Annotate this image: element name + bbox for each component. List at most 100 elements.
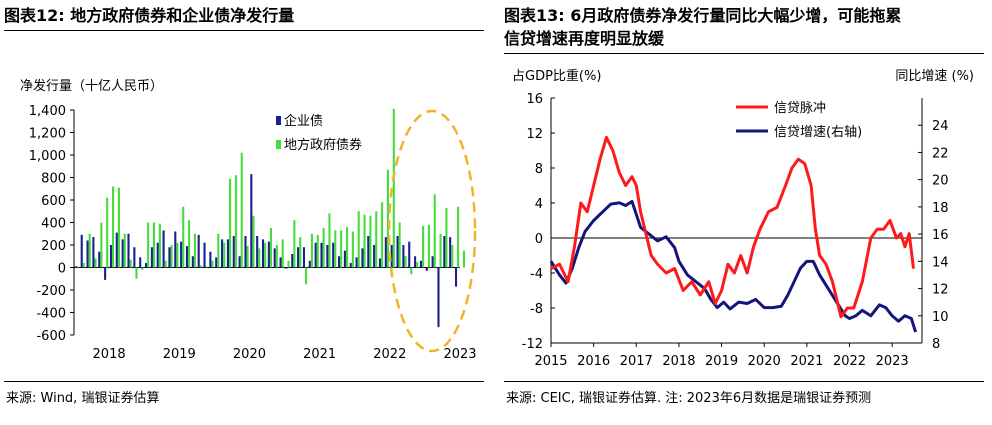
bar-local-gov bbox=[193, 233, 196, 268]
bar-corporate bbox=[373, 245, 376, 268]
bar-local-gov bbox=[188, 220, 191, 268]
bar-corporate bbox=[454, 267, 458, 287]
bar-local-gov bbox=[211, 260, 214, 268]
bar-local-gov bbox=[100, 222, 103, 268]
bar-local-gov bbox=[252, 215, 255, 268]
bar-local-gov bbox=[334, 230, 337, 268]
bar-corporate bbox=[139, 257, 142, 268]
bar-local-gov bbox=[299, 237, 302, 268]
bar-local-gov bbox=[398, 222, 401, 268]
bar-local-gov bbox=[363, 214, 366, 268]
bar-corporate bbox=[320, 242, 323, 268]
bar-corporate bbox=[349, 263, 352, 268]
legend-label-corporate: 企业债 bbox=[284, 113, 323, 129]
bar-corporate bbox=[285, 267, 288, 269]
bar-corporate bbox=[273, 248, 276, 268]
bar-corporate bbox=[197, 234, 200, 268]
bar-corporate bbox=[104, 267, 107, 280]
bar-corporate bbox=[221, 239, 224, 268]
bar-corporate bbox=[437, 267, 440, 328]
left-bar-chart: 净发行量（十亿人民币） -600 -400 -200 0 200 400 600 800 1,00… bbox=[20, 78, 477, 362]
right-tick-label: 10 bbox=[932, 310, 949, 325]
bar-corporate bbox=[86, 240, 89, 268]
bar-local-gov bbox=[182, 206, 185, 268]
bar-local-gov bbox=[199, 265, 202, 268]
bar-corporate bbox=[419, 260, 422, 268]
x-tick-label: 2020 bbox=[233, 347, 266, 362]
bar-local-gov bbox=[258, 248, 261, 268]
left-axis-label: 占GDP比重(%) bbox=[512, 68, 601, 84]
left-source-note: 来源: Wind, 瑞银证券估算 bbox=[6, 391, 160, 406]
legend-label-credit-growth: 信贷增速(右轴) bbox=[774, 125, 862, 140]
bar-corporate bbox=[180, 241, 183, 268]
bar-corporate bbox=[174, 231, 177, 268]
bar-corporate bbox=[244, 236, 247, 268]
bar-local-gov bbox=[135, 267, 138, 279]
right-tick-label: 18 bbox=[932, 201, 949, 216]
bar-local-gov bbox=[264, 242, 267, 268]
bar-corporate bbox=[449, 237, 452, 268]
bar-corporate bbox=[215, 257, 218, 268]
bar-local-gov bbox=[392, 108, 395, 268]
y-tick-label: -400 bbox=[36, 307, 66, 322]
bar-local-gov bbox=[305, 267, 308, 285]
bar-corporate bbox=[425, 267, 428, 271]
bar-local-gov bbox=[322, 228, 325, 268]
bar-local-gov bbox=[123, 233, 126, 268]
bar-local-gov bbox=[147, 222, 150, 268]
bar-corporate bbox=[121, 239, 124, 268]
bar-local-gov bbox=[457, 206, 460, 268]
line-credit-impulse bbox=[550, 135, 915, 319]
bar-local-gov bbox=[416, 261, 419, 268]
bar-corporate bbox=[396, 236, 399, 268]
y-axis-label: 净发行量（十亿人民币） bbox=[20, 78, 163, 94]
bar-corporate bbox=[408, 241, 411, 268]
right-footer-rule bbox=[504, 381, 984, 382]
bar-local-gov bbox=[82, 263, 85, 268]
bar-corporate bbox=[384, 237, 387, 268]
bar-local-gov bbox=[117, 187, 120, 268]
legend-label-credit-impulse: 信贷脉冲 bbox=[774, 101, 826, 116]
bar-corporate bbox=[109, 245, 113, 268]
bar-local-gov bbox=[88, 233, 91, 268]
bar-local-gov bbox=[375, 211, 378, 268]
line-credit-growth bbox=[549, 199, 918, 333]
x-tick-label: 2023 bbox=[876, 354, 909, 369]
bar-corporate bbox=[279, 257, 282, 268]
bar-local-gov bbox=[76, 266, 80, 268]
bar-corporate bbox=[98, 251, 101, 268]
right-axis-label: 同比增速 (%) bbox=[895, 69, 974, 84]
bar-local-gov bbox=[316, 234, 319, 268]
bar-corporate bbox=[185, 246, 189, 268]
bar-local-gov bbox=[228, 178, 232, 268]
left-tick-label: 16 bbox=[526, 92, 543, 107]
bar-corporate bbox=[355, 257, 358, 268]
bar-corporate bbox=[314, 242, 317, 268]
right-tick-label: 24 bbox=[932, 119, 949, 134]
left-panel: 图表12: 地方政府债券和企业债净发行量 净发行量（十亿人民币） -600 -400… bbox=[4, 0, 486, 425]
x-tick-label: 2023 bbox=[443, 347, 476, 362]
bar-local-gov bbox=[112, 186, 115, 268]
right-tick-label: 8 bbox=[932, 337, 940, 352]
bar-local-gov bbox=[439, 233, 442, 268]
bar-local-gov bbox=[351, 231, 354, 268]
bar-corporate bbox=[308, 260, 311, 268]
x-tick-label: 2018 bbox=[662, 354, 695, 369]
left-tick-label: 4 bbox=[535, 197, 543, 212]
bar-corporate bbox=[150, 247, 153, 268]
bar-corporate bbox=[162, 230, 165, 268]
y-tick-label: 1,200 bbox=[29, 127, 66, 142]
right-panel: 图表13: 6月政府债券净发行量同比大幅少增，可能拖累 信贷增速再度明显放缓 占… bbox=[504, 0, 986, 425]
bar-local-gov bbox=[381, 202, 384, 268]
left-tick-label: 0 bbox=[535, 232, 543, 247]
bar-corporate bbox=[332, 242, 335, 268]
right-tick-label: 16 bbox=[932, 228, 949, 243]
bar-local-gov bbox=[340, 230, 343, 268]
left-tick-label: -8 bbox=[530, 302, 543, 317]
bar-corporate bbox=[261, 239, 265, 268]
bar-corporate bbox=[291, 254, 294, 268]
bar-corporate bbox=[402, 245, 405, 268]
bar-local-gov bbox=[223, 242, 226, 268]
bar-corporate bbox=[297, 247, 300, 268]
bar-corporate bbox=[431, 256, 434, 268]
